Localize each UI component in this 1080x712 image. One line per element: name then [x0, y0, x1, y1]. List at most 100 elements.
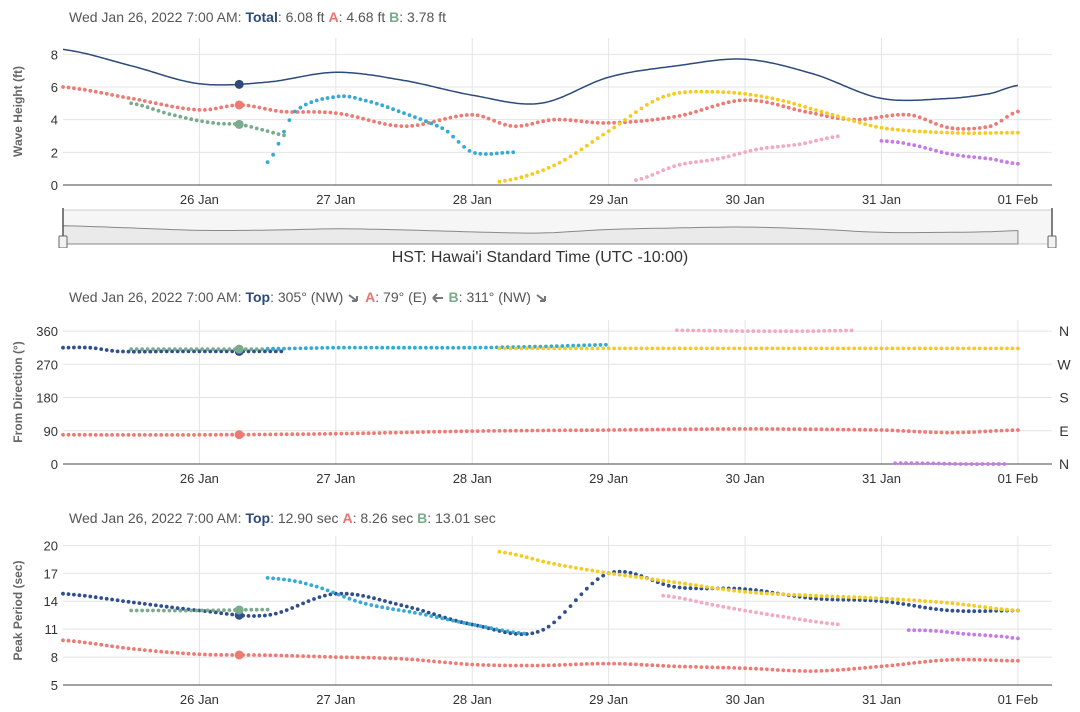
- data-point: [544, 344, 548, 349]
- data-point: [639, 106, 644, 111]
- data-point: [404, 124, 409, 129]
- data-point: [211, 347, 216, 352]
- data-point: [945, 658, 949, 662]
- data-point: [1010, 111, 1015, 116]
- data-point: [901, 346, 906, 351]
- data-point: [683, 586, 687, 590]
- data-point: [361, 116, 365, 121]
- data-point: [743, 666, 747, 671]
- data-point: [977, 429, 982, 434]
- data-point: [563, 428, 567, 433]
- data-point: [999, 130, 1004, 135]
- data-point: [503, 122, 507, 127]
- data-point: [494, 627, 499, 632]
- data-point: [830, 427, 835, 432]
- data-point: [290, 653, 295, 658]
- data-point: [265, 576, 270, 580]
- data-point: [928, 430, 933, 435]
- data-point: [104, 596, 109, 601]
- data-point: [677, 162, 682, 167]
- data-point: [661, 94, 666, 99]
- data-point: [164, 604, 169, 609]
- data-point: [530, 346, 535, 351]
- data-point: [961, 127, 966, 131]
- data-point: [246, 432, 251, 437]
- data-point: [61, 638, 65, 643]
- data-point: [333, 111, 338, 115]
- data-point: [524, 173, 529, 178]
- data-point: [170, 605, 175, 610]
- data-point: [852, 346, 857, 351]
- data-point: [901, 662, 906, 667]
- navigator-handle-left[interactable]: [58, 235, 68, 248]
- data-point: [999, 607, 1004, 612]
- data-point: [912, 143, 917, 148]
- data-point: [661, 346, 666, 351]
- x-tick-label: 29 Jan: [589, 192, 628, 207]
- data-point: [295, 603, 300, 608]
- data-point: [601, 121, 606, 125]
- data-point: [863, 122, 867, 126]
- data-point: [344, 655, 349, 660]
- data-point: [511, 630, 516, 635]
- data-point: [705, 158, 709, 163]
- data-point: [355, 593, 360, 597]
- data-point: [178, 347, 183, 352]
- data-point: [104, 643, 109, 648]
- wave-height-chart[interactable]: 0 2 4 6 8 26 Jan 27 Jan 28 Jan 29 Jan 30 Jan 31 Ja…: [0, 28, 1080, 238]
- data-point: [369, 345, 374, 350]
- data-point: [257, 349, 262, 354]
- data-point: [93, 346, 98, 351]
- readout-date: Wed Jan 26, 2022: [69, 9, 183, 25]
- data-point: [737, 427, 742, 431]
- data-point: [999, 428, 1004, 433]
- data-point: [923, 605, 927, 610]
- data-point: [514, 428, 518, 433]
- period-chart[interactable]: 5 8 11 14 17 20 26 Jan 27 Jan 28 Jan 29 Jan 30 Jan…: [0, 528, 1080, 710]
- data-point: [857, 117, 862, 122]
- data-point: [451, 618, 455, 623]
- data-point: [966, 609, 971, 614]
- compass-label: W: [1057, 356, 1071, 372]
- data-point: [961, 346, 966, 351]
- data-point: [421, 430, 425, 434]
- data-point: [702, 328, 706, 333]
- data-point: [153, 649, 158, 653]
- data-point: [549, 344, 554, 349]
- data-point: [694, 427, 698, 432]
- data-point: [945, 430, 949, 435]
- data-point: [325, 588, 330, 593]
- direction-chart[interactable]: 0 90 180 270 360 26 Jan 27 Jan 28 Jan 29 Jan 30 J…: [0, 308, 1080, 498]
- data-point: [227, 608, 232, 612]
- data-point: [969, 462, 974, 466]
- data-point: [699, 89, 704, 94]
- data-point: [797, 142, 802, 147]
- data-point: [350, 592, 355, 597]
- data-point: [227, 347, 232, 352]
- data-point: [249, 125, 254, 129]
- data-point: [901, 597, 906, 602]
- data-point: [830, 115, 835, 120]
- data-point: [983, 633, 988, 638]
- data-point: [383, 599, 387, 603]
- data-point: [301, 432, 305, 436]
- navigator-handle-right[interactable]: [1047, 235, 1057, 248]
- data-point: [683, 427, 687, 432]
- readout-top-value: : 305° (NW): [270, 289, 344, 305]
- data-point: [672, 595, 676, 599]
- data-point: [896, 127, 900, 132]
- data-point: [950, 630, 955, 635]
- data-point: [173, 347, 177, 352]
- data-point: [879, 596, 884, 601]
- data-point: [743, 587, 747, 591]
- data-point: [939, 658, 944, 663]
- data-point: [617, 346, 622, 351]
- data-point: [705, 601, 709, 606]
- data-point: [966, 632, 971, 637]
- data-point: [846, 346, 851, 351]
- data-point: [303, 581, 308, 586]
- data-point: [604, 342, 608, 347]
- data-point: [388, 430, 393, 435]
- data-point: [432, 612, 436, 617]
- time-range-navigator[interactable]: [0, 206, 1080, 248]
